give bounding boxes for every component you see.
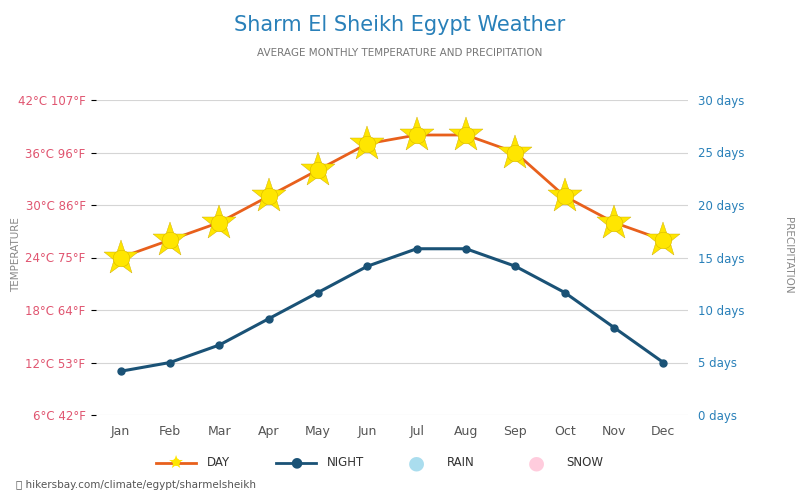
Text: ●: ● [527, 453, 545, 472]
Text: ●: ● [290, 456, 302, 469]
Text: ●: ● [172, 458, 180, 468]
Text: ⦾ hikersbay.com/climate/egypt/sharmelsheikh: ⦾ hikersbay.com/climate/egypt/sharmelshe… [16, 480, 256, 490]
Text: ●: ● [407, 453, 425, 472]
Text: Sharm El Sheikh Egypt Weather: Sharm El Sheikh Egypt Weather [234, 15, 566, 35]
Text: AVERAGE MONTHLY TEMPERATURE AND PRECIPITATION: AVERAGE MONTHLY TEMPERATURE AND PRECIPIT… [258, 48, 542, 58]
Text: TEMPERATURE: TEMPERATURE [11, 218, 21, 292]
Text: ★: ★ [168, 454, 184, 471]
Text: NIGHT: NIGHT [326, 456, 364, 469]
Text: RAIN: RAIN [446, 456, 474, 469]
Text: SNOW: SNOW [566, 456, 603, 469]
Text: PRECIPITATION: PRECIPITATION [783, 216, 793, 294]
Text: DAY: DAY [206, 456, 230, 469]
